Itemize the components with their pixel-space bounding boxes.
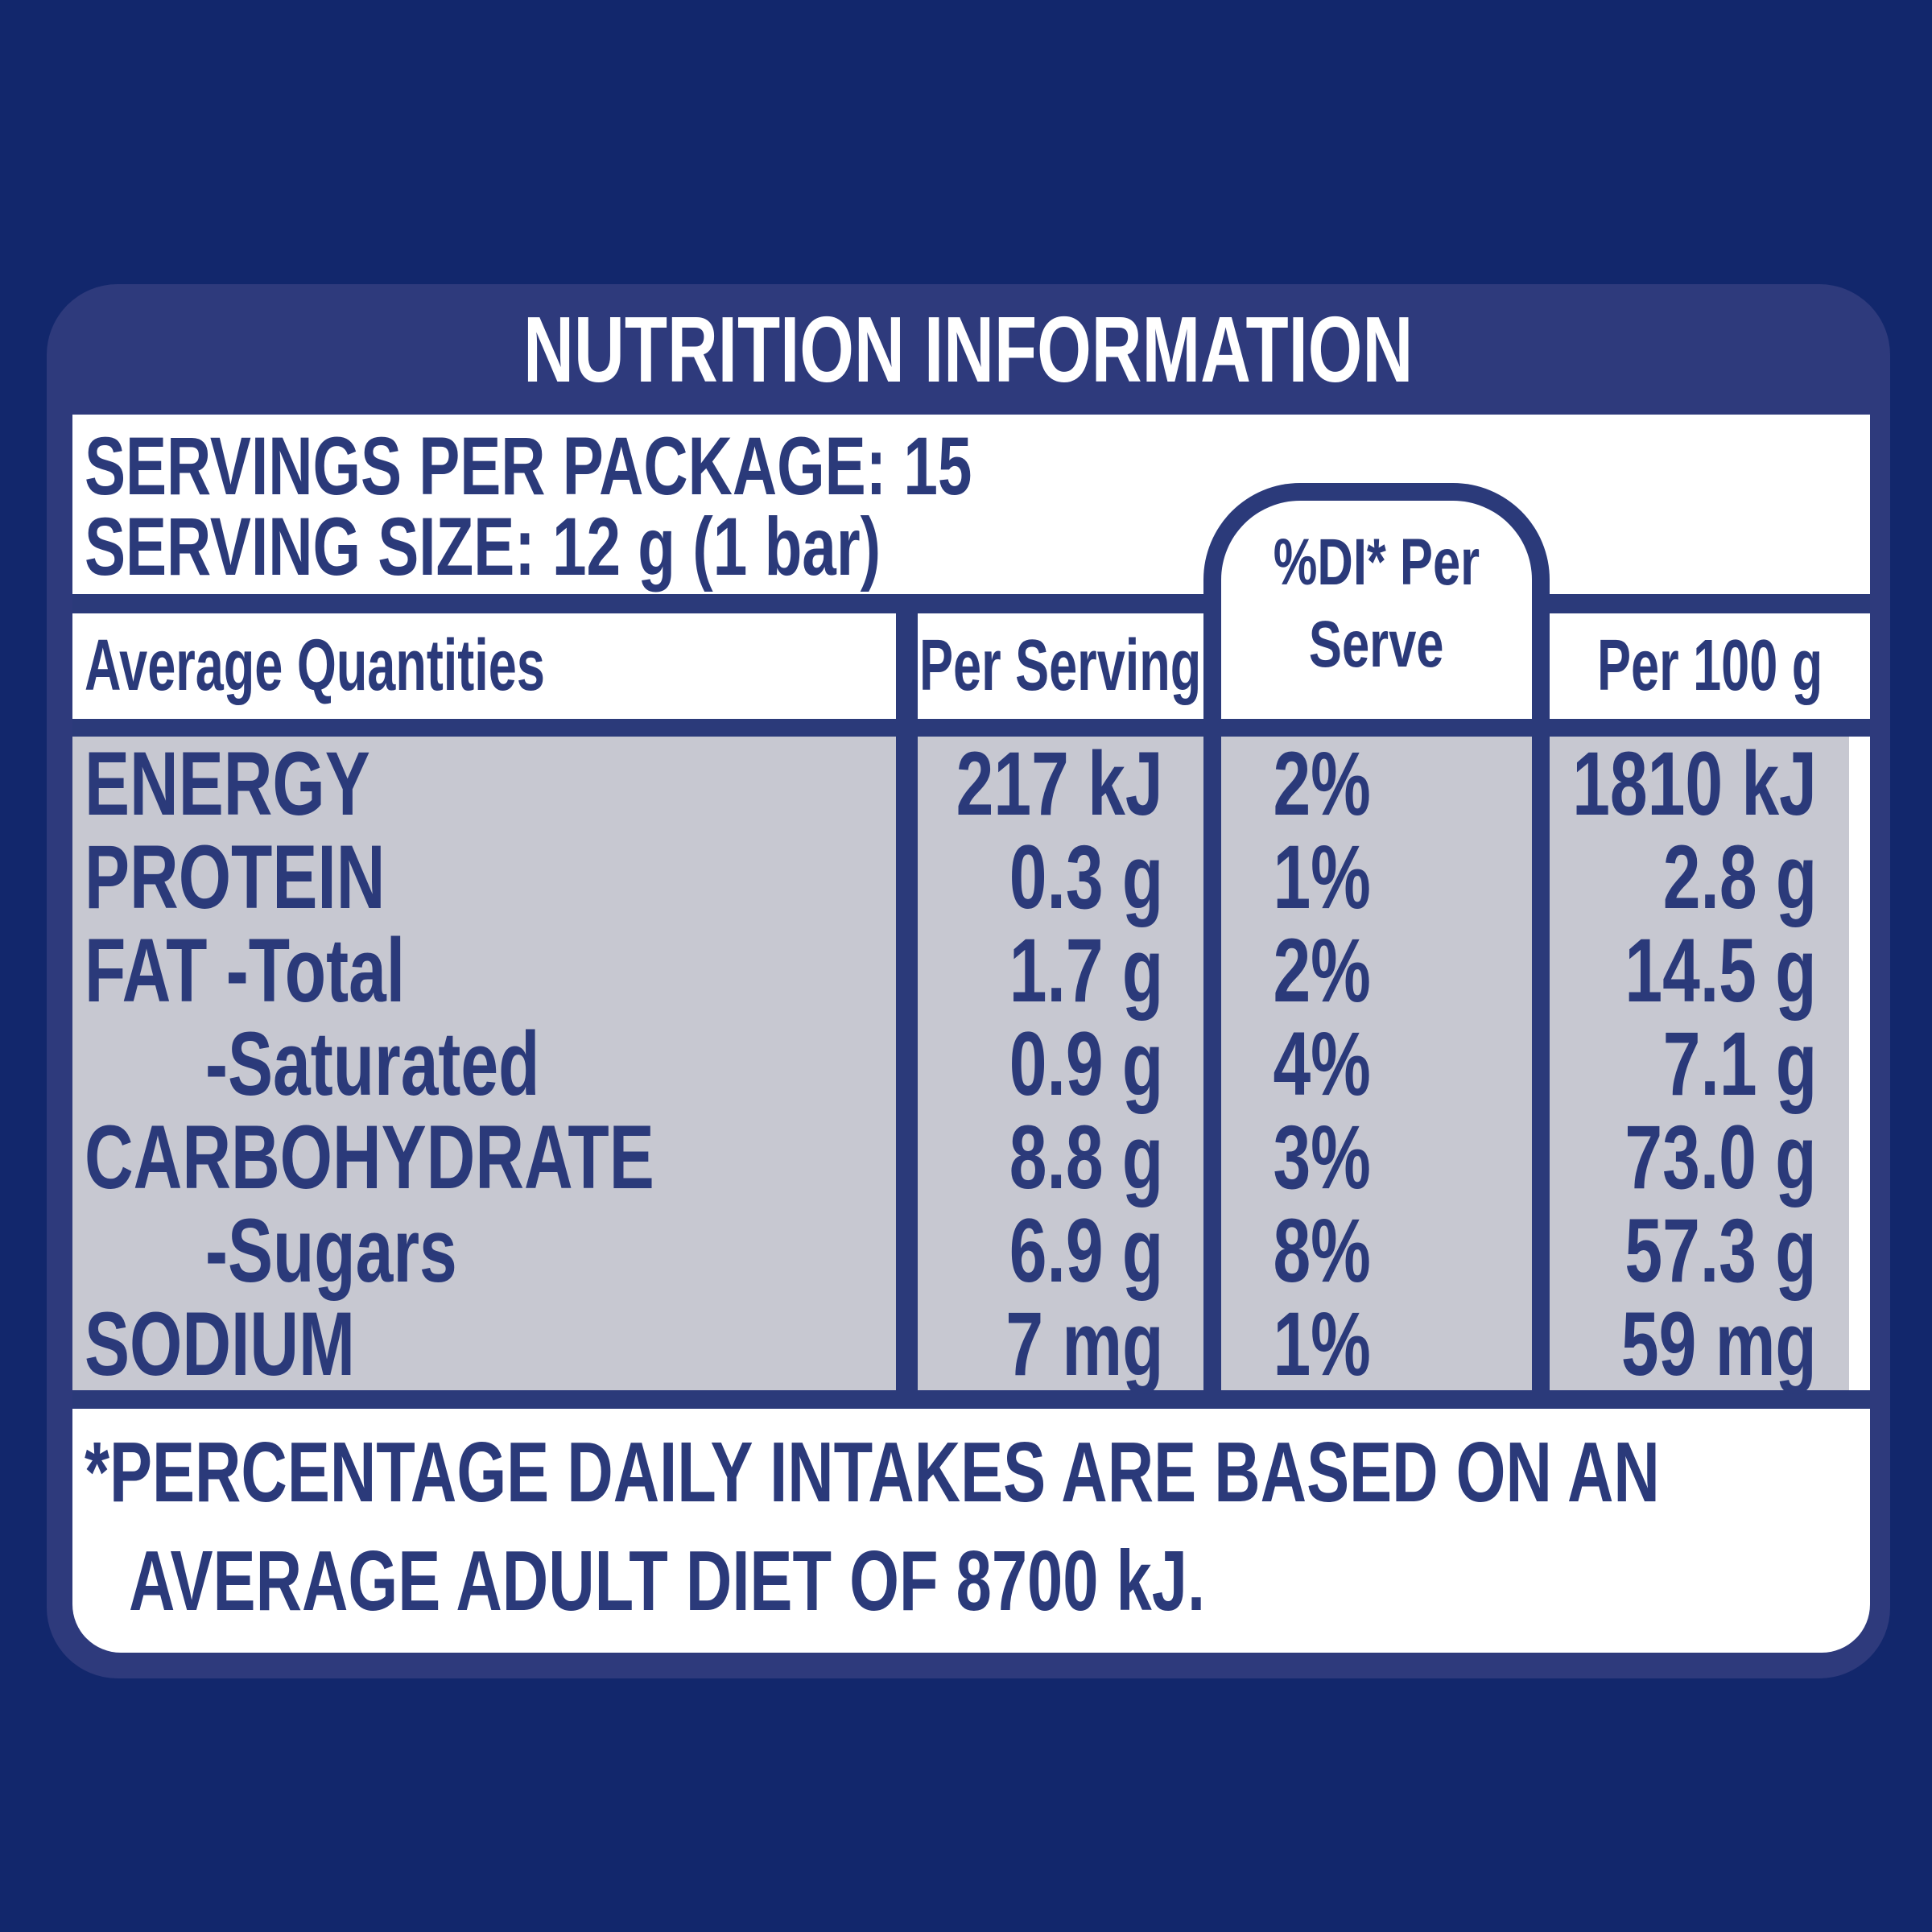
header-bottom-border bbox=[72, 719, 1870, 737]
di-per-serve-dome: %DI* Per Serve bbox=[1203, 483, 1550, 719]
column-di-per-serve: 2% 1% 2% 4% 3% 8% 1% bbox=[1221, 733, 1532, 1394]
footnote-line-1: *PERCENTAGE DAILY INTAKES ARE BASED ON A… bbox=[85, 1425, 1660, 1520]
header-average-quantities: Average Quantities bbox=[85, 625, 545, 706]
table-cell: 8.8 g bbox=[1009, 1106, 1163, 1208]
table-row: PROTEIN bbox=[72, 827, 896, 927]
table-row: -Sugars bbox=[72, 1200, 896, 1301]
table-cell: 6.9 g bbox=[1009, 1199, 1163, 1301]
header-per-serving: Per Serving bbox=[919, 625, 1202, 706]
table-cell: 73.0 g bbox=[1624, 1106, 1817, 1208]
table-top-border bbox=[72, 594, 1870, 613]
column-per-serving: 217 kJ 0.3 g 1.7 g 0.9 g 8.8 g 6.9 g 7 m… bbox=[918, 733, 1203, 1394]
table-cell: 7 mg bbox=[1005, 1293, 1163, 1394]
row-label: FAT -Total bbox=[85, 919, 406, 1021]
table-row: CARBOHYDRATE bbox=[72, 1107, 896, 1208]
table-row: ENERGY bbox=[72, 733, 896, 834]
serving-size: SERVING SIZE: 12 g (1 bar) bbox=[85, 501, 881, 592]
table-cell: 1.7 g bbox=[1009, 919, 1163, 1021]
di-header-line1: %DI* Per bbox=[1273, 526, 1480, 599]
table-cell: 2% bbox=[1273, 919, 1371, 1021]
table-cell: 2% bbox=[1273, 733, 1371, 834]
table-cell: 217 kJ bbox=[956, 733, 1163, 834]
table-row: -Saturated bbox=[72, 1013, 896, 1114]
footnote-line-2: AVERAGE ADULT DIET OF 8700 kJ. bbox=[129, 1534, 1206, 1629]
di-header-line2: Serve bbox=[1309, 608, 1444, 681]
table-cell: 14.5 g bbox=[1624, 919, 1817, 1021]
table-cell: 3% bbox=[1273, 1106, 1371, 1208]
table-cell: 59 mg bbox=[1621, 1293, 1817, 1394]
panel-title: NUTRITION INFORMATION bbox=[523, 297, 1414, 402]
servings-per-package: SERVINGS PER PACKAGE: 15 bbox=[85, 420, 972, 512]
row-label: PROTEIN bbox=[85, 826, 386, 927]
column-divider-1 bbox=[896, 594, 918, 1409]
column-per-100g: 1810 kJ 2.8 g 14.5 g 7.1 g 73.0 g 57.3 g… bbox=[1550, 733, 1849, 1394]
column-divider-2 bbox=[1203, 594, 1221, 1409]
table-row: SODIUM bbox=[72, 1294, 896, 1394]
table-cell: 8% bbox=[1273, 1199, 1371, 1301]
table-cell: 0.3 g bbox=[1009, 826, 1163, 927]
table-cell: 1% bbox=[1273, 1293, 1371, 1394]
panel-body: SERVINGS PER PACKAGE: 15 SERVING SIZE: 1… bbox=[72, 415, 1870, 1653]
header-per-100g: Per 100 g bbox=[1596, 625, 1823, 706]
table-cell: 1810 kJ bbox=[1572, 733, 1817, 834]
table-cell: 1% bbox=[1273, 826, 1371, 927]
table-cell: 2.8 g bbox=[1662, 826, 1817, 927]
row-label: CARBOHYDRATE bbox=[85, 1106, 654, 1208]
column-divider-3 bbox=[1532, 594, 1550, 1409]
row-label: SODIUM bbox=[85, 1293, 355, 1394]
column-nutrient-labels: ENERGY PROTEIN FAT -Total -Saturated CAR… bbox=[72, 733, 896, 1394]
table-cell: 4% bbox=[1273, 1013, 1371, 1114]
table-bottom-border bbox=[72, 1390, 1870, 1409]
panel-title-band: NUTRITION INFORMATION bbox=[47, 284, 1890, 415]
servings-block: SERVINGS PER PACKAGE: 15 SERVING SIZE: 1… bbox=[85, 420, 1268, 592]
row-label: -Saturated bbox=[205, 1013, 540, 1114]
table-cell: 57.3 g bbox=[1624, 1199, 1817, 1301]
table-cell: 0.9 g bbox=[1009, 1013, 1163, 1114]
row-label: ENERGY bbox=[85, 733, 370, 834]
row-label: -Sugars bbox=[205, 1199, 457, 1301]
table-row: FAT -Total bbox=[72, 920, 896, 1021]
table-cell: 7.1 g bbox=[1662, 1013, 1817, 1114]
